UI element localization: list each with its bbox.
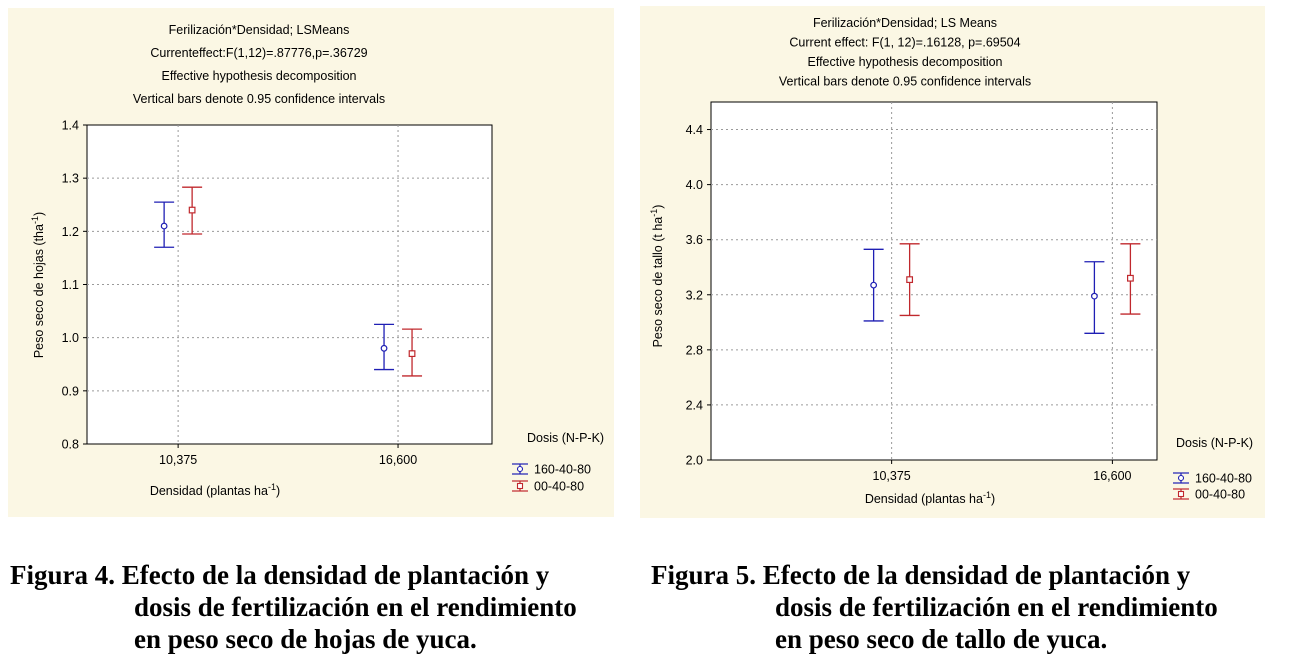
- mean-point: [380, 344, 388, 352]
- x-tick-label: 16,600: [1093, 469, 1131, 483]
- legend-marker: [1177, 490, 1185, 498]
- mean-point: [160, 222, 168, 230]
- legend-marker: [516, 465, 524, 473]
- y-tick-label: 1.2: [62, 225, 79, 239]
- chart-panel-hojas: Ferilización*Densidad; LSMeans Currenteff…: [8, 8, 614, 517]
- y-tick-label: 0.9: [62, 384, 79, 398]
- mean-point: [188, 206, 196, 214]
- legend-marker: [1177, 474, 1185, 482]
- legend-label: 160-40-80: [534, 463, 591, 477]
- y-tick-label: 3.2: [686, 288, 703, 302]
- chart-tallo: Ferilización*Densidad; LS Means Current e…: [640, 6, 1265, 518]
- y-tick-label: 2.0: [686, 454, 703, 468]
- chart-panel-tallo: Ferilización*Densidad; LS Means Current e…: [640, 6, 1265, 518]
- x-axis-label: Densidad (plantas ha-1): [865, 490, 995, 506]
- mean-point: [906, 276, 914, 284]
- x-tick-label: 10,375: [159, 453, 197, 467]
- plot-area: [86, 124, 493, 445]
- mean-point: [870, 281, 878, 289]
- legend-title: Dosis (N-P-K): [527, 431, 604, 445]
- caption-line: en peso seco de tallo de yuca.: [775, 624, 1108, 654]
- y-tick-label: 0.8: [62, 438, 79, 452]
- caption-line: Figura 4. Efecto de la densidad de plant…: [10, 560, 550, 590]
- mean-point: [1127, 274, 1134, 282]
- x-tick-label: 16,600: [379, 453, 417, 467]
- caption-line: Figura 5. Efecto de la densidad de plant…: [651, 560, 1191, 590]
- chart-subtitle: Effective hypothesis decomposition: [161, 69, 356, 83]
- y-tick-label: 1.0: [62, 331, 79, 345]
- chart-subtitle: Vertical bars denote 0.95 confidence int…: [133, 92, 385, 106]
- legend-label: 160-40-80: [1195, 472, 1252, 486]
- x-axis-label: Densidad (plantas ha-1): [150, 482, 280, 498]
- y-tick-label: 1.3: [62, 172, 79, 186]
- mean-point: [1091, 292, 1098, 300]
- y-axis-label: Peso seco de hojas (tha-1): [30, 212, 46, 358]
- figure-4-caption: Figura 4. Efecto de la densidad de plant…: [10, 559, 577, 655]
- legend-label: 00-40-80: [1195, 488, 1245, 502]
- x-tick-label: 10,375: [873, 469, 911, 483]
- chart-title: Ferilización*Densidad; LS Means: [813, 16, 997, 30]
- y-axis-label: Peso seco de tallo (t ha-1): [649, 205, 665, 348]
- caption-line: dosis de fertilización en el rendimiento: [775, 592, 1218, 622]
- y-tick-label: 2.8: [686, 343, 703, 357]
- legend-label: 00-40-80: [534, 480, 584, 494]
- chart-subtitle: Vertical bars denote 0.95 confidence int…: [779, 75, 1031, 89]
- chart-subtitle: Currenteffect:F(1,12)=.87776,p=.36729: [150, 46, 367, 60]
- y-tick-label: 1.1: [62, 278, 79, 292]
- y-tick-label: 1.4: [62, 119, 79, 133]
- plot-area: [710, 101, 1158, 461]
- chart-hojas: Ferilización*Densidad; LSMeans Currenteff…: [8, 8, 614, 517]
- legend-marker: [516, 482, 524, 490]
- caption-line: en peso seco de hojas de yuca.: [134, 624, 477, 654]
- y-tick-label: 4.4: [686, 123, 703, 137]
- mean-point: [408, 350, 416, 358]
- chart-title: Ferilización*Densidad; LSMeans: [169, 23, 350, 37]
- y-tick-label: 4.0: [686, 178, 703, 192]
- legend-title: Dosis (N-P-K): [1176, 436, 1253, 450]
- chart-subtitle: Current effect: F(1, 12)=.16128, p=.6950…: [789, 36, 1020, 50]
- y-tick-label: 3.6: [686, 233, 703, 247]
- chart-subtitle: Effective hypothesis decomposition: [807, 55, 1002, 69]
- figure-5-caption: Figura 5. Efecto de la densidad de plant…: [651, 559, 1218, 655]
- caption-line: dosis de fertilización en el rendimiento: [134, 592, 577, 622]
- y-tick-label: 2.4: [686, 398, 703, 412]
